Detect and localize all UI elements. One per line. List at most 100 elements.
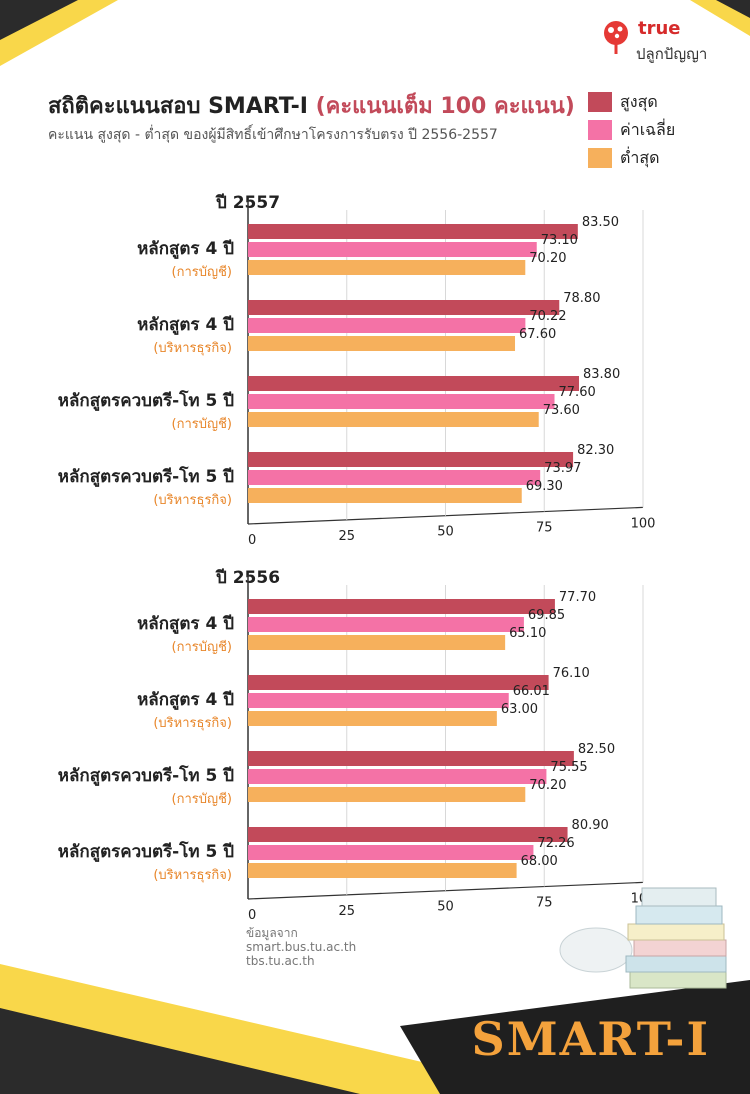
page-subtitle: คะแนน สูงสุด - ต่ำสุด ของผู้มีสิทธิ์เข้า… <box>48 127 498 143</box>
brand-name: true <box>638 18 681 39</box>
bar-min <box>248 635 506 650</box>
bar-value-label: 66.01 <box>513 684 550 699</box>
bar-max <box>248 224 578 239</box>
bar-min <box>248 260 526 275</box>
bar-avg <box>248 693 509 708</box>
legend-swatch-max <box>588 92 612 112</box>
top-left-stripes <box>0 0 118 66</box>
bar-avg <box>248 617 524 632</box>
top-right-stripes <box>690 0 750 36</box>
category-label: หลักสูตร 4 ปี <box>137 689 234 711</box>
bar-max <box>248 300 560 315</box>
category-label: หลักสูตรควบตรี-โท 5 ปี <box>58 765 234 787</box>
bar-min <box>248 488 522 503</box>
bar-avg <box>248 318 526 333</box>
legend-label-max: สูงสุด <box>620 91 658 111</box>
bar-avg <box>248 845 534 860</box>
x-tick-label: 100 <box>631 516 656 531</box>
category-label: หลักสูตร 4 ปี <box>137 613 234 635</box>
bottom-stripes <box>0 964 750 1094</box>
bar-avg <box>248 394 555 409</box>
legend: สูงสุด ค่าเฉลี่ย ต่ำสุด <box>588 88 675 172</box>
bar-value-label: 76.10 <box>553 666 590 681</box>
legend-label-avg: ค่าเฉลี่ย <box>620 119 676 139</box>
bar-value-label: 80.90 <box>572 818 609 833</box>
bar-value-label: 65.10 <box>509 626 546 641</box>
bar-value-label: 83.50 <box>582 215 619 230</box>
bar-value-label: 63.00 <box>501 702 538 717</box>
bar-value-label: 70.20 <box>529 251 566 266</box>
legend-swatch-avg <box>588 120 612 140</box>
bar-value-label: 77.70 <box>559 590 596 605</box>
bar-min <box>248 711 497 726</box>
category-label: หลักสูตรควบตรี-โท 5 ปี <box>58 390 234 412</box>
legend-item-max: สูงสุด <box>588 88 675 116</box>
x-tick-label: 0 <box>248 533 256 548</box>
bar-value-label: 75.55 <box>550 760 587 775</box>
category-sublabel: (บริหารธุรกิจ) <box>153 868 232 883</box>
category-label: หลักสูตร 4 ปี <box>137 314 234 336</box>
bar-value-label: 73.60 <box>543 403 580 418</box>
books-illustration <box>559 887 727 989</box>
brand-logo-block: true ปลูกปัญญา <box>600 16 740 70</box>
bar-max <box>248 376 580 391</box>
footer-brand-text: SMART-I <box>471 1012 710 1066</box>
bar-value-label: 73.10 <box>541 233 578 248</box>
bar-value-label: 82.30 <box>577 443 614 458</box>
bar-value-label: 83.80 <box>583 367 620 382</box>
legend-swatch-min <box>588 148 612 168</box>
title-main: สถิติคะแนนสอบ SMART-I <box>48 94 308 119</box>
bar-min <box>248 787 526 802</box>
bar-value-label: 78.80 <box>563 291 600 306</box>
legend-item-avg: ค่าเฉลี่ย <box>588 116 675 144</box>
bar-value-label: 73.97 <box>544 461 581 476</box>
x-axis-line <box>247 881 644 900</box>
brand-tagline: ปลูกปัญญา <box>636 45 708 63</box>
category-sublabel: (บริหารธุรกิจ) <box>153 341 232 356</box>
source-line-2: tbs.tu.ac.th <box>246 954 315 968</box>
bar-avg <box>248 242 537 257</box>
x-tick-label: 0 <box>248 908 256 923</box>
bar-value-label: 68.00 <box>521 854 558 869</box>
category-sublabel: (บริหารธุรกิจ) <box>153 716 232 731</box>
x-tick-label: 75 <box>536 896 553 911</box>
bar-value-label: 67.60 <box>519 327 556 342</box>
bar-value-label: 70.22 <box>529 309 566 324</box>
x-tick-label: 25 <box>338 904 355 919</box>
category-sublabel: (บริหารธุรกิจ) <box>153 493 232 508</box>
bar-min <box>248 863 517 878</box>
bar-min <box>248 412 539 427</box>
bar-max <box>248 599 555 614</box>
x-tick-label: 25 <box>338 529 355 544</box>
bar-value-label: 70.20 <box>529 778 566 793</box>
legend-item-min: ต่ำสุด <box>588 144 675 172</box>
category-sublabel: (การบัญชี) <box>172 639 232 655</box>
bar-max <box>248 827 568 842</box>
category-sublabel: (การบัญชี) <box>172 264 232 280</box>
category-label: หลักสูตร 4 ปี <box>137 238 234 260</box>
category-label: หลักสูตรควบตรี-โท 5 ปี <box>58 841 234 863</box>
bar-value-label: 72.26 <box>537 836 574 851</box>
bar-value-label: 82.50 <box>578 742 615 757</box>
bar-avg <box>248 470 541 485</box>
bar-value-label: 69.85 <box>528 608 565 623</box>
bar-max <box>248 751 574 766</box>
source-note: ข้อมูลจาก smart.bus.tu.ac.th tbs.tu.ac.t… <box>246 926 356 968</box>
bar-min <box>248 336 516 351</box>
bar-max <box>248 675 549 690</box>
tree-logo-icon <box>604 21 628 54</box>
source-label: ข้อมูลจาก <box>246 926 298 940</box>
x-tick-label: 50 <box>437 525 454 540</box>
source-line-1: smart.bus.tu.ac.th <box>246 940 357 954</box>
category-label: หลักสูตรควบตรี-โท 5 ปี <box>58 466 234 488</box>
page-title: สถิติคะแนนสอบ SMART-I (คะแนนเต็ม 100 คะแ… <box>48 88 575 123</box>
x-axis-line <box>247 506 644 525</box>
chart-2556: ปี 2556025507510077.7069.8565.10หลักสูตร… <box>58 567 656 923</box>
x-tick-label: 75 <box>536 521 553 536</box>
bar-value-label: 77.60 <box>559 385 596 400</box>
x-tick-label: 50 <box>437 900 454 915</box>
bar-value-label: 69.30 <box>526 479 563 494</box>
title-highlight: (คะแนนเต็ม 100 คะแนน) <box>315 94 575 119</box>
legend-label-min: ต่ำสุด <box>620 147 660 167</box>
